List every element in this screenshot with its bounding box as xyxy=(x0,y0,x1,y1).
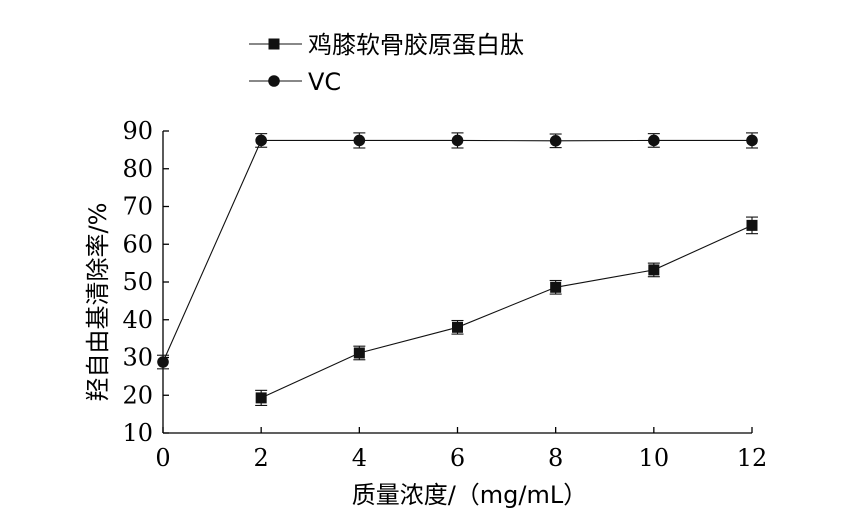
series-line xyxy=(260,224,753,399)
y-tick-label: 30 xyxy=(122,344,153,372)
legend-label: VC xyxy=(308,68,341,96)
x-tick-label: 0 xyxy=(155,444,170,472)
square-marker xyxy=(648,264,660,276)
x-tick-label: 6 xyxy=(450,444,465,472)
x-tick-label: 8 xyxy=(548,444,563,472)
y-axis-title: 羟自由基清除率/% xyxy=(84,203,112,402)
x-tick-label: 4 xyxy=(352,444,367,472)
y-tick-label: 20 xyxy=(122,381,153,409)
y-tick-label: 70 xyxy=(122,193,153,221)
circle-marker xyxy=(268,75,280,87)
x-tick-label: 2 xyxy=(254,444,269,472)
x-axis-title: 质量浓度/（mg/mL） xyxy=(352,481,588,509)
series-peptide xyxy=(255,216,758,406)
circle-marker xyxy=(255,134,267,147)
legend: 鸡膝软骨胶原蛋白肽 VC xyxy=(249,31,524,96)
circle-marker xyxy=(157,356,169,368)
circle-marker xyxy=(648,134,660,147)
square-marker xyxy=(255,392,267,404)
y-tick-label: 40 xyxy=(122,306,153,334)
series-group xyxy=(157,132,758,406)
axes xyxy=(162,131,752,434)
square-marker xyxy=(268,38,280,50)
circle-marker xyxy=(549,135,562,147)
circle-marker xyxy=(451,134,464,147)
square-marker xyxy=(452,321,463,333)
y-tick-label: 10 xyxy=(122,419,153,447)
series-vc xyxy=(157,132,758,370)
legend-item: VC xyxy=(249,68,341,96)
x-tick-label: 10 xyxy=(639,444,670,472)
y-tick-label: 60 xyxy=(122,230,153,258)
y-ticks: 10 20 30 40 50 60 70 80 90 xyxy=(122,117,169,447)
circle-marker xyxy=(353,134,366,147)
legend-item: 鸡膝软骨胶原蛋白肽 xyxy=(249,31,524,59)
y-tick-label: 50 xyxy=(122,268,153,296)
square-marker xyxy=(353,347,365,359)
x-ticks: 0 2 4 6 8 10 12 xyxy=(155,427,767,472)
y-tick-label: 90 xyxy=(122,117,153,145)
x-tick-label: 12 xyxy=(737,444,768,472)
square-marker xyxy=(550,281,562,293)
circle-marker xyxy=(746,134,758,147)
y-tick-label: 80 xyxy=(122,155,153,183)
legend-label: 鸡膝软骨胶原蛋白肽 xyxy=(308,31,524,59)
square-marker xyxy=(746,219,758,231)
